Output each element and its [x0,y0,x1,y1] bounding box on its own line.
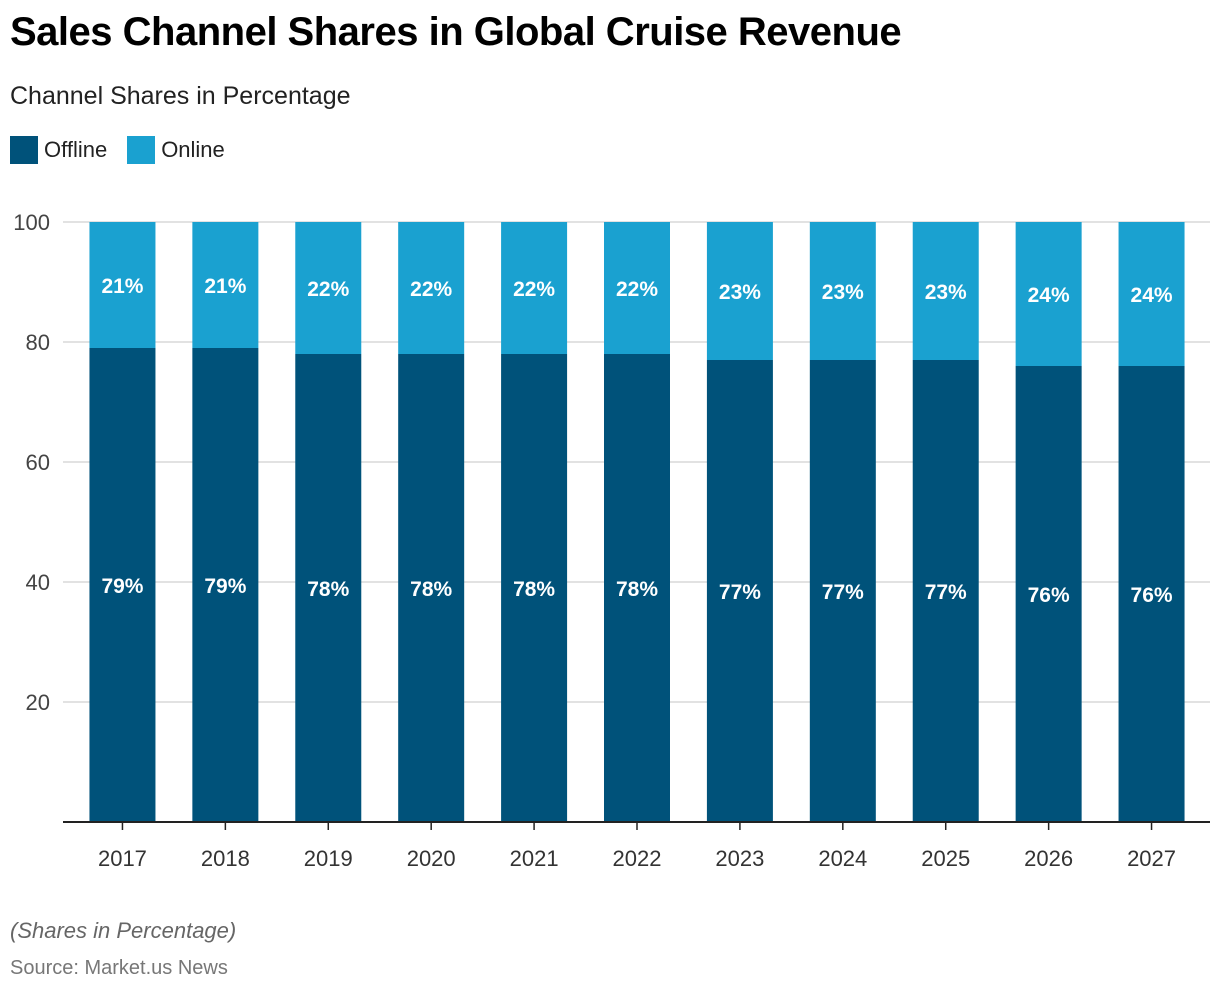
x-tick-label-2023: 2023 [715,846,764,871]
data-label-offline-2021: 78% [513,578,555,601]
bar-online-2025 [912,222,979,360]
x-tick-label-2027: 2027 [1127,846,1176,871]
legend-label-offline: Offline [44,137,108,162]
data-label-offline-2022: 78% [616,578,658,601]
data-label-offline-2018: 79% [204,575,246,598]
bar-offline-2019 [295,354,362,822]
bar-offline-2026 [1015,366,1082,822]
data-label-online-2021: 22% [513,278,555,301]
y-tick-label-20: 20 [26,690,50,715]
bar-online-2021 [501,222,568,354]
x-tick-label-2024: 2024 [818,846,867,871]
bar-offline-2023 [706,360,773,822]
x-tick-label-2017: 2017 [98,846,147,871]
bar-offline-2024 [809,360,876,822]
legend-item-offline[interactable]: Offline [10,136,107,164]
data-label-online-2022: 22% [616,278,658,301]
chart-source: Source: Market.us News [10,957,228,979]
y-tick-label-100: 100 [13,210,50,235]
x-tick-label-2020: 2020 [407,846,456,871]
data-label-offline-2027: 76% [1131,584,1173,607]
data-label-offline-2020: 78% [410,578,452,601]
x-tick-label-2026: 2026 [1024,846,1073,871]
legend-item-online[interactable]: Online [127,136,225,164]
data-label-online-2025: 23% [925,281,967,304]
data-label-online-2020: 22% [410,278,452,301]
bar-online-2024 [809,222,876,360]
x-tick-label-2025: 2025 [921,846,970,871]
data-label-offline-2025: 77% [925,581,967,604]
data-label-online-2026: 24% [1028,284,1070,307]
x-tick-label-2019: 2019 [304,846,353,871]
legend-label-online: Online [161,137,225,162]
bar-online-2017 [89,222,156,348]
bar-online-2019 [295,222,362,354]
y-tick-label-40: 40 [26,570,50,595]
bar-offline-2017 [89,348,156,822]
bar-online-2026 [1015,222,1082,366]
data-label-offline-2023: 77% [719,581,761,604]
bar-offline-2021 [501,354,568,822]
data-label-online-2023: 23% [719,281,761,304]
bar-offline-2025 [912,360,979,822]
chart-title: Sales Channel Shares in Global Cruise Re… [10,10,902,54]
data-label-online-2024: 23% [822,281,864,304]
data-label-online-2018: 21% [204,275,246,298]
data-label-offline-2019: 78% [307,578,349,601]
bar-offline-2018 [192,348,259,822]
x-tick-label-2018: 2018 [201,846,250,871]
bar-online-2023 [706,222,773,360]
bar-online-2020 [398,222,465,354]
data-label-online-2017: 21% [101,275,143,298]
y-tick-label-80: 80 [26,330,50,355]
bar-offline-2020 [398,354,465,822]
chart-legend: Offline Online [10,136,245,164]
legend-swatch-offline [10,136,38,164]
chart-subtitle: Channel Shares in Percentage [10,82,351,110]
data-label-offline-2017: 79% [101,575,143,598]
x-tick-label-2021: 2021 [510,846,559,871]
bar-online-2027 [1118,222,1185,366]
bar-offline-2027 [1118,366,1185,822]
data-label-online-2027: 24% [1131,284,1173,307]
chart-footnote: (Shares in Percentage) [10,918,237,943]
legend-swatch-online [127,136,156,164]
x-tick-label-2022: 2022 [613,846,662,871]
data-label-offline-2026: 76% [1028,584,1070,607]
bar-online-2022 [604,222,670,354]
data-label-online-2019: 22% [307,278,349,301]
bar-online-2018 [192,222,259,348]
data-label-offline-2024: 77% [822,581,864,604]
y-tick-label-60: 60 [26,450,50,475]
bar-offline-2022 [604,354,670,822]
